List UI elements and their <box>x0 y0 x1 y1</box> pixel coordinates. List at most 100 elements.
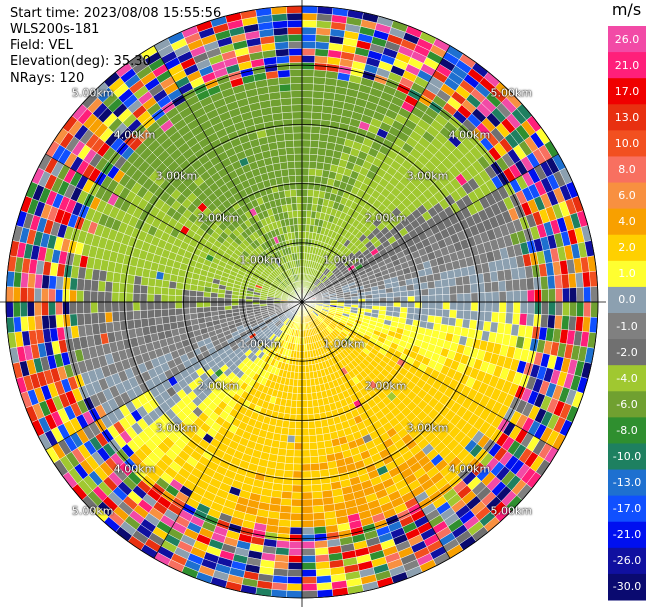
radar-gate <box>406 284 415 292</box>
radar-gate <box>407 301 415 309</box>
radar-gate <box>295 238 300 247</box>
radar-gate <box>301 189 309 197</box>
radar-gate <box>111 301 120 313</box>
radar-gate <box>153 301 162 310</box>
radar-gate <box>301 125 312 134</box>
radar-gate <box>301 428 310 437</box>
radar-gate <box>462 284 472 294</box>
radar-gate <box>365 298 373 303</box>
radar-gate <box>441 286 451 295</box>
radar-gate <box>540 275 549 290</box>
radar-gate <box>313 519 326 528</box>
radar-gate <box>41 315 50 330</box>
radar-gate <box>309 153 318 163</box>
radar-gate <box>189 301 197 309</box>
radar-gate <box>34 273 43 289</box>
radar-gate <box>310 385 317 394</box>
radar-gate <box>203 296 211 303</box>
radar-gate <box>505 279 514 292</box>
radar-gate <box>309 455 320 465</box>
radar-gate <box>278 512 292 521</box>
radar-gate <box>519 278 528 291</box>
radar-gate <box>146 293 155 303</box>
radar-gate <box>275 48 290 57</box>
radar-gate <box>435 294 444 303</box>
radar-gate <box>400 301 408 308</box>
radar-gate <box>441 309 451 318</box>
radar-gate <box>278 83 292 92</box>
radar-gate <box>291 491 303 500</box>
radar-gate <box>5 286 14 303</box>
radar-gate <box>392 306 401 313</box>
radar-gate <box>278 76 291 85</box>
radar-gate <box>279 161 289 170</box>
radar-gate <box>189 307 198 315</box>
radar-gate <box>288 175 296 184</box>
radar-gate <box>41 274 50 289</box>
radar-gate <box>576 301 585 317</box>
radar-gate <box>358 298 366 303</box>
radar-gate <box>305 364 310 373</box>
radar-gate <box>310 470 321 479</box>
radar-gate <box>311 104 323 113</box>
radar-gate <box>575 316 584 332</box>
radar-gate <box>301 97 313 106</box>
radar-gate <box>319 468 330 478</box>
radar-gate <box>301 62 315 70</box>
radar-gate <box>308 175 316 184</box>
radar-gate <box>399 306 408 314</box>
radar-gate <box>203 291 212 298</box>
radar-gate <box>427 308 436 317</box>
radar-gate <box>314 55 329 64</box>
radar-gate <box>312 83 326 92</box>
radar-gate <box>278 440 288 450</box>
radar-gate <box>470 283 479 294</box>
radar-gate <box>140 317 150 328</box>
radar-gate <box>301 512 314 521</box>
radar-gate <box>293 224 299 233</box>
radar-gate <box>189 295 197 303</box>
radar-gate <box>277 69 291 78</box>
radar-gate <box>133 318 143 329</box>
radar-gate <box>307 406 315 415</box>
radar-gate <box>175 308 184 316</box>
radar-gate <box>534 289 542 303</box>
radar-gate <box>289 527 303 535</box>
radar-gate <box>301 463 312 472</box>
radar-gate <box>434 287 443 296</box>
radar-gate <box>306 196 314 205</box>
radar-gate <box>491 281 500 293</box>
radar-gate <box>224 297 232 303</box>
radar-gate <box>301 160 310 169</box>
radar-gate <box>48 314 57 329</box>
radar-gate <box>301 456 311 465</box>
radar-gate <box>316 440 326 450</box>
radar-gate <box>48 275 57 290</box>
radar-gate <box>196 301 204 308</box>
radar-gate <box>203 311 212 318</box>
radar-gate <box>168 287 177 296</box>
radar-gate <box>310 462 320 472</box>
radar-gate <box>284 132 294 142</box>
radar-gate <box>297 372 303 380</box>
radar-gate <box>296 393 303 401</box>
radar-gate <box>562 301 571 317</box>
radar-gate <box>312 512 326 521</box>
radar-gate <box>315 41 330 50</box>
radar-gate <box>97 291 106 303</box>
radar-gate <box>454 317 464 328</box>
radar-gate <box>547 275 556 290</box>
radar-gate <box>292 217 299 226</box>
radar-gate <box>582 271 591 288</box>
radar-gate <box>512 290 521 303</box>
radar-gate <box>276 140 287 150</box>
radar-gate <box>153 286 163 295</box>
radar-gate <box>316 20 332 29</box>
radar-gate <box>301 231 306 239</box>
radar-gate <box>301 5 318 14</box>
radar-gate <box>301 351 306 359</box>
radar-gate <box>541 301 549 316</box>
radar-gate <box>301 555 316 563</box>
radar-gate <box>76 301 85 315</box>
radar-gate <box>576 287 585 303</box>
